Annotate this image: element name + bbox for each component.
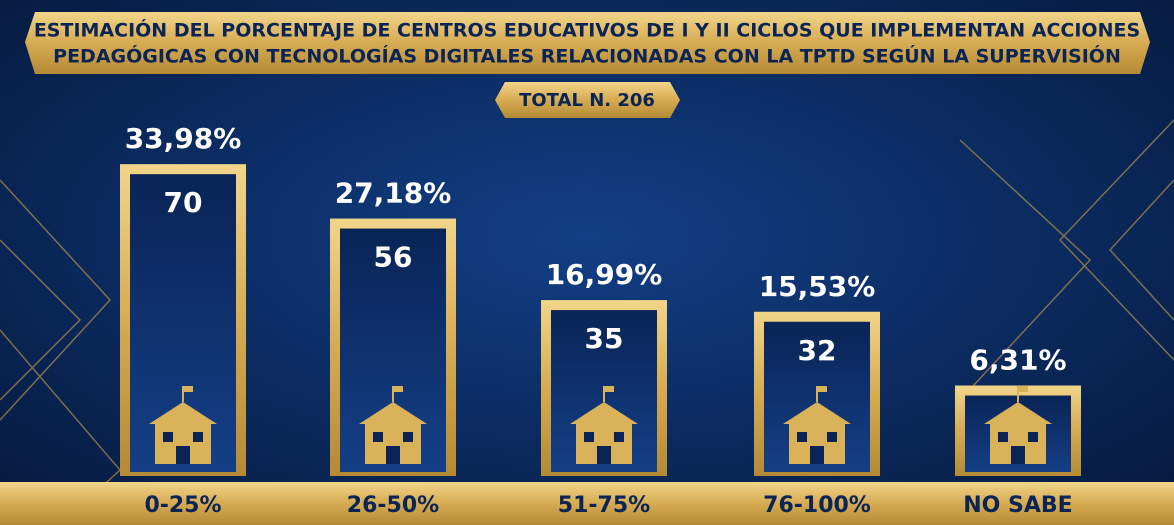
school-icon bbox=[570, 386, 638, 464]
icon-part bbox=[149, 402, 217, 424]
count-label: 35 bbox=[585, 322, 624, 355]
icon-part bbox=[163, 432, 173, 442]
icon-part bbox=[597, 446, 611, 464]
icon-part bbox=[193, 432, 203, 442]
icon-part bbox=[359, 402, 427, 424]
school-icon bbox=[984, 386, 1052, 464]
value-label: 16,99% bbox=[546, 258, 663, 291]
x-tick-label: NO SABE bbox=[963, 493, 1072, 518]
x-tick-label: 0-25% bbox=[144, 493, 221, 518]
x-tick-label: 26-50% bbox=[347, 493, 439, 518]
icon-part bbox=[1028, 432, 1038, 442]
chart-title: PEDAGÓGICAS CON TECNOLOGÍAS DIGITALES RE… bbox=[53, 44, 1121, 68]
icon-part bbox=[393, 386, 403, 392]
icon-part bbox=[614, 432, 624, 442]
icon-part bbox=[1018, 386, 1028, 392]
icon-part bbox=[386, 446, 400, 464]
icon-part bbox=[604, 386, 614, 392]
x-tick-label: 76-100% bbox=[763, 493, 871, 518]
icon-part bbox=[584, 432, 594, 442]
icon-part bbox=[998, 432, 1008, 442]
icon-part bbox=[783, 402, 851, 424]
icon-part bbox=[373, 432, 383, 442]
chart-subtitle: TOTAL N. 206 bbox=[519, 90, 655, 111]
value-label: 27,18% bbox=[335, 177, 452, 210]
subtitle-box bbox=[495, 82, 680, 118]
school-icon bbox=[149, 386, 217, 464]
title-banner bbox=[25, 12, 1150, 74]
icon-part bbox=[403, 432, 413, 442]
count-label: 70 bbox=[164, 186, 203, 219]
school-icon bbox=[783, 386, 851, 464]
icon-part bbox=[810, 446, 824, 464]
icon-part bbox=[176, 446, 190, 464]
x-tick-label: 51-75% bbox=[558, 493, 650, 518]
icon-part bbox=[1011, 446, 1025, 464]
icon-part bbox=[827, 432, 837, 442]
icon-part bbox=[183, 386, 193, 392]
school-icon bbox=[359, 386, 427, 464]
count-label: 56 bbox=[374, 241, 413, 274]
icon-part bbox=[984, 402, 1052, 424]
chart-title: ESTIMACIÓN DEL PORCENTAJE DE CENTROS EDU… bbox=[34, 18, 1140, 42]
value-label: 33,98% bbox=[125, 122, 242, 155]
icon-part bbox=[570, 402, 638, 424]
value-label: 6,31% bbox=[969, 344, 1066, 377]
icon-part bbox=[817, 386, 827, 392]
count-label: 32 bbox=[798, 334, 837, 367]
value-label: 15,53% bbox=[759, 270, 876, 303]
icon-part bbox=[797, 432, 807, 442]
category-strip bbox=[0, 482, 1174, 525]
